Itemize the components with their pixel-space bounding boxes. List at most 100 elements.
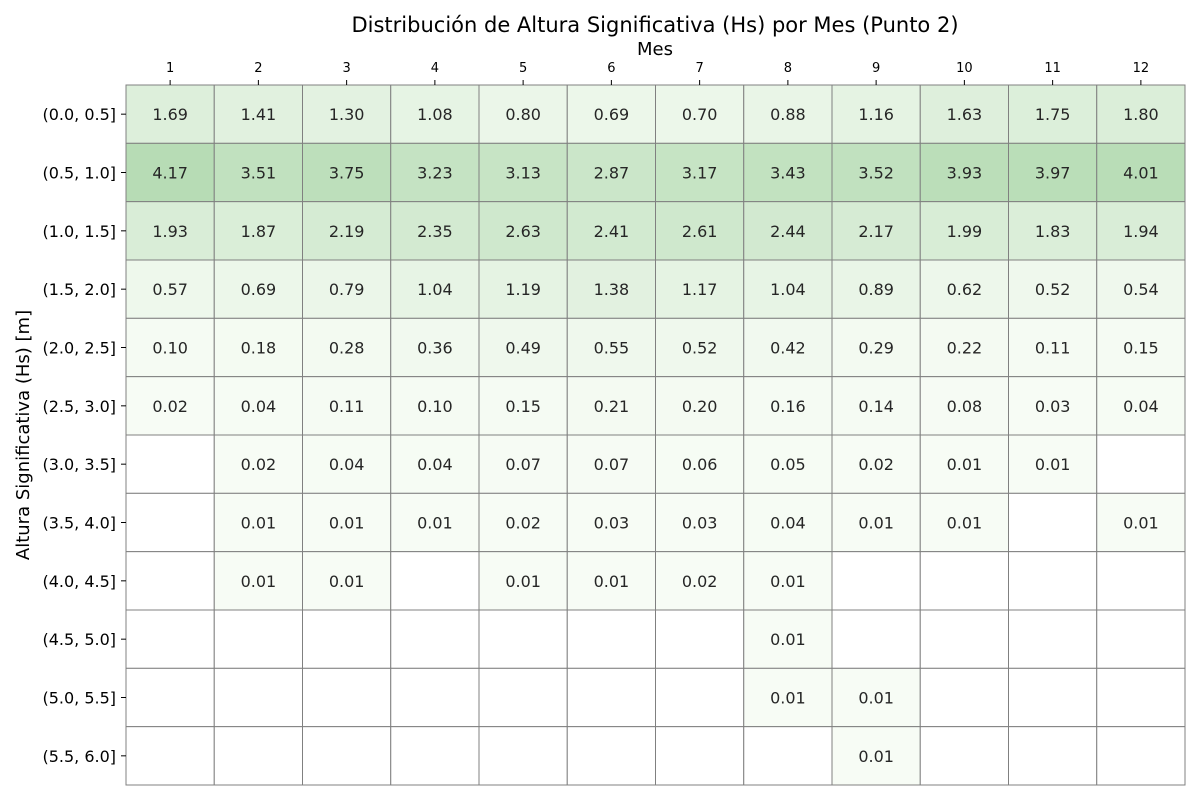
heatmap-cell bbox=[655, 201, 745, 261]
heatmap-cell bbox=[1008, 667, 1098, 728]
cell-value-label: 0.88 bbox=[770, 105, 806, 124]
cell-value-label: 0.10 bbox=[417, 397, 453, 416]
heatmap-cell bbox=[478, 667, 568, 728]
heatmap-cell bbox=[1008, 317, 1098, 378]
cell-value-label: 0.02 bbox=[858, 455, 894, 474]
heatmap-cell bbox=[125, 259, 215, 319]
heatmap-cell bbox=[655, 667, 745, 728]
heatmap-cell bbox=[1096, 376, 1186, 436]
cell-value-label: 1.63 bbox=[947, 105, 983, 124]
cell-value-label: 2.17 bbox=[858, 222, 894, 241]
cell-value-label: 0.01 bbox=[858, 689, 894, 708]
heatmap-cell bbox=[655, 726, 745, 786]
heatmap-cell bbox=[125, 434, 215, 494]
cell-value-label: 0.02 bbox=[152, 397, 188, 416]
heatmap-cell bbox=[478, 142, 568, 203]
cell-value-label: 1.04 bbox=[770, 280, 806, 299]
cell-value-label: 0.01 bbox=[947, 455, 983, 474]
heatmap-cell bbox=[1096, 609, 1186, 669]
heatmap-cell bbox=[1096, 142, 1186, 203]
heatmap-cell bbox=[1096, 84, 1186, 144]
heatmap-cell bbox=[919, 376, 1009, 436]
cell-value-label: 0.15 bbox=[1123, 339, 1159, 358]
cell-value-label: 0.01 bbox=[770, 630, 806, 649]
cell-value-label: 0.01 bbox=[241, 572, 277, 591]
heatmap-cell bbox=[478, 551, 568, 611]
cell-value-label: 0.54 bbox=[1123, 280, 1159, 299]
y-tick-label: (3.0, 3.5] bbox=[42, 455, 116, 474]
y-tick-label: (0.0, 0.5] bbox=[42, 105, 116, 124]
cell-value-label: 0.69 bbox=[241, 280, 277, 299]
cell-value-label: 0.10 bbox=[152, 339, 188, 358]
heatmap-cell bbox=[125, 551, 215, 611]
x-tick-label: 10 bbox=[956, 61, 973, 76]
x-axis-ticks: 1 2 3 4 5 6 7 8 9 10 11 12 bbox=[166, 61, 1149, 85]
cell-value-label: 0.20 bbox=[682, 397, 718, 416]
heatmap-cell bbox=[919, 492, 1009, 553]
heatmap-cell bbox=[743, 551, 833, 611]
heatmap-cell bbox=[390, 551, 480, 611]
heatmap-cell bbox=[1096, 726, 1186, 786]
cell-value-label: 0.16 bbox=[770, 397, 806, 416]
cell-value-label: 1.38 bbox=[594, 280, 630, 299]
cell-value-label: 0.05 bbox=[770, 455, 806, 474]
heatmap-cell bbox=[390, 376, 480, 436]
cell-value-label: 1.08 bbox=[417, 105, 453, 124]
heatmap-cell bbox=[478, 609, 568, 669]
cell-value-label: 0.80 bbox=[505, 105, 541, 124]
heatmap-cell bbox=[302, 259, 392, 319]
cell-value-label: 2.19 bbox=[329, 222, 365, 241]
heatmap-cell bbox=[125, 201, 215, 261]
cell-value-label: 1.16 bbox=[858, 105, 894, 124]
cell-value-label: 0.70 bbox=[682, 105, 718, 124]
heatmap-cell bbox=[655, 551, 745, 611]
heatmap-cell bbox=[566, 551, 656, 611]
cell-value-label: 0.55 bbox=[594, 339, 630, 358]
cell-value-label: 3.13 bbox=[505, 164, 541, 183]
cell-value-label: 0.06 bbox=[682, 455, 718, 474]
cell-value-label: 3.75 bbox=[329, 164, 365, 183]
y-tick-label: (2.5, 3.0] bbox=[42, 397, 116, 416]
heatmap-cell bbox=[390, 667, 480, 728]
y-axis-label: Altura Significativa (Hs) [m] bbox=[13, 310, 34, 560]
cell-value-label: 0.52 bbox=[682, 339, 718, 358]
cell-value-label: 0.03 bbox=[682, 514, 718, 533]
cell-value-label: 0.01 bbox=[1035, 455, 1071, 474]
heatmap-cell bbox=[1096, 434, 1186, 494]
cell-value-label: 0.89 bbox=[858, 280, 894, 299]
heatmap-cell bbox=[566, 492, 656, 553]
cell-value-label: 0.07 bbox=[594, 455, 630, 474]
cell-value-label: 0.36 bbox=[417, 339, 453, 358]
heatmap-cell bbox=[478, 434, 568, 494]
cell-value-label: 0.14 bbox=[858, 397, 894, 416]
cell-value-label: 1.80 bbox=[1123, 105, 1159, 124]
heatmap-cell bbox=[831, 142, 921, 203]
cell-value-label: 3.51 bbox=[241, 164, 277, 183]
cell-value-label: 0.28 bbox=[329, 339, 365, 358]
heatmap-cell bbox=[390, 726, 480, 786]
heatmap-cell bbox=[743, 142, 833, 203]
heatmap-cell bbox=[125, 492, 215, 553]
cell-value-label: 1.41 bbox=[241, 105, 277, 124]
heatmap-cell bbox=[743, 667, 833, 728]
heatmap-cell bbox=[1096, 201, 1186, 261]
cell-value-label: 0.04 bbox=[770, 514, 806, 533]
chart-title: Distribución de Altura Significativa (Hs… bbox=[351, 13, 958, 37]
cell-value-label: 0.04 bbox=[417, 455, 453, 474]
cell-value-label: 0.01 bbox=[594, 572, 630, 591]
x-tick-label: 3 bbox=[342, 61, 350, 76]
heatmap-cell bbox=[302, 609, 392, 669]
heatmap-cell bbox=[743, 492, 833, 553]
heatmap-cell bbox=[743, 84, 833, 144]
x-tick-label: 11 bbox=[1044, 61, 1061, 76]
cell-value-label: 0.07 bbox=[505, 455, 541, 474]
cell-value-label: 0.01 bbox=[858, 514, 894, 533]
heatmap-cell bbox=[213, 142, 303, 203]
heatmap-cell bbox=[743, 376, 833, 436]
heatmap-cell bbox=[390, 84, 480, 144]
y-tick-label: (3.5, 4.0] bbox=[42, 514, 116, 533]
heatmap-cell bbox=[743, 434, 833, 494]
heatmap-cell bbox=[655, 492, 745, 553]
heatmap-cell bbox=[213, 667, 303, 728]
